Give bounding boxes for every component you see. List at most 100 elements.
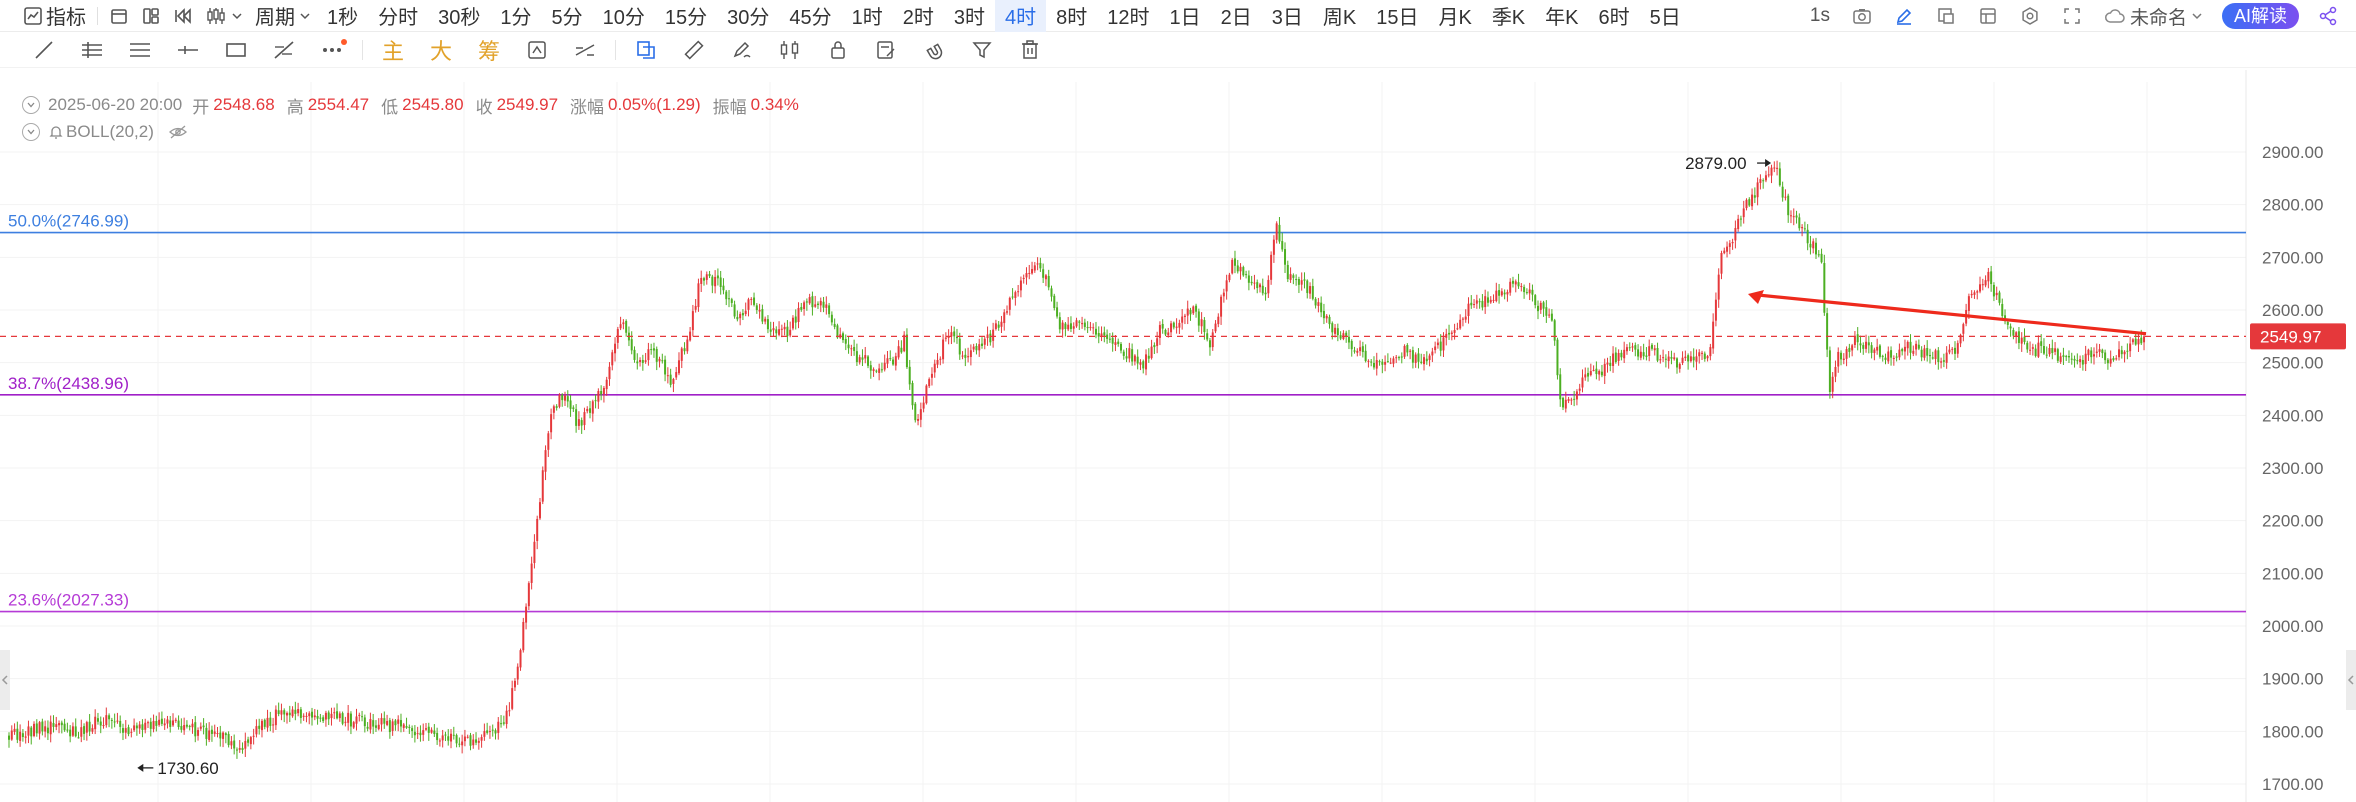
candle-body <box>1092 327 1095 329</box>
period-tab[interactable]: 4时 <box>995 0 1047 32</box>
candle-body <box>1662 357 1665 359</box>
more-tools-button[interactable] <box>308 32 356 68</box>
candle-style-tool[interactable] <box>766 32 814 68</box>
big-order-button[interactable]: 大 <box>429 38 452 64</box>
period-tab[interactable]: 6时 <box>1598 7 1630 29</box>
period-tab[interactable]: 月K <box>1438 7 1472 29</box>
eye-hidden-icon[interactable] <box>168 124 188 140</box>
period-tab[interactable]: 1时 <box>851 7 883 29</box>
magnet-tool[interactable] <box>910 32 958 68</box>
period-tab[interactable]: 1秒 <box>327 7 359 29</box>
candle-body <box>853 346 856 351</box>
candle-body <box>102 725 105 727</box>
note-tool[interactable] <box>862 32 910 68</box>
period-tab[interactable]: 15日 <box>1376 7 1419 29</box>
period-tab[interactable]: 分时 <box>378 7 419 29</box>
copy-drawing-tool[interactable] <box>622 32 670 68</box>
template-button[interactable] <box>1967 0 2009 32</box>
layout-button[interactable] <box>135 0 167 32</box>
period-tab[interactable]: 1分 <box>500 7 532 29</box>
calendar-button[interactable] <box>103 0 135 32</box>
chip-distribution-button[interactable]: 筹 <box>477 38 500 64</box>
period-tab[interactable]: 季K <box>1491 7 1526 29</box>
period-tab[interactable]: 3时 <box>953 7 985 29</box>
period-tab[interactable]: 1日 <box>1169 7 1201 29</box>
candle-body <box>1531 289 1534 295</box>
candle-body <box>1848 347 1851 352</box>
candle-body <box>1637 349 1640 357</box>
candle-body <box>91 728 94 732</box>
period-tab[interactable]: 3日 <box>1271 7 1303 29</box>
filter-tool[interactable] <box>958 32 1006 68</box>
external-window-button[interactable] <box>1925 0 1967 32</box>
period-tab[interactable]: 2日 <box>1220 7 1252 29</box>
ai-interpret-button[interactable]: AI解读 <box>2221 3 2299 29</box>
period-tab[interactable]: 5分 <box>551 7 583 29</box>
horizontal-ray-tool[interactable] <box>164 32 212 68</box>
fullscreen-button[interactable] <box>2051 0 2093 32</box>
candle-body <box>1347 336 1350 343</box>
period-tab[interactable]: 5日 <box>1649 7 1681 29</box>
price-chart[interactable]: 50.0%(2746.99) 38.7%(2438.96) 23.6%(2027.3… <box>0 70 2356 802</box>
period-tab[interactable]: 15分 <box>664 7 708 29</box>
parallel-channel-tool[interactable] <box>116 32 164 68</box>
trend-line-tool[interactable] <box>20 32 68 68</box>
candle-body <box>972 346 975 350</box>
cloud-layout-dropdown[interactable]: 未命名 <box>2093 0 2214 32</box>
period-tab[interactable]: 12时 <box>1107 7 1150 29</box>
delete-drawings-tool[interactable] <box>1006 32 1054 68</box>
candle-body <box>44 726 47 732</box>
candle-body <box>850 348 853 350</box>
ruler-tool[interactable] <box>670 32 718 68</box>
candle-body <box>2115 358 2118 360</box>
settings-button[interactable] <box>2009 0 2051 32</box>
candle-body <box>1587 372 1590 377</box>
period-tab[interactable]: 周K <box>1322 7 1357 29</box>
candle-body <box>1926 347 1929 356</box>
candle-body <box>60 722 63 726</box>
candle-body <box>266 717 269 728</box>
change-value: 0.05%(1.29) <box>608 95 701 114</box>
left-scroll-handle[interactable] <box>0 650 10 710</box>
collapse-toggle[interactable] <box>22 123 40 141</box>
period-tab[interactable]: 45分 <box>789 7 832 29</box>
brush-tool[interactable] <box>718 32 766 68</box>
candle-body <box>569 400 572 409</box>
right-scroll-handle[interactable] <box>2346 650 2356 710</box>
rectangle-tool[interactable] <box>212 32 260 68</box>
period-tab[interactable]: 8时 <box>1056 7 1088 29</box>
refresh-interval[interactable]: 1s <box>1809 5 1830 26</box>
period-tab[interactable]: 年K <box>1545 7 1579 29</box>
lock-tool[interactable] <box>814 32 862 68</box>
period-tab[interactable]: 10分 <box>602 7 645 29</box>
replay-button[interactable] <box>167 0 199 32</box>
bell-icon[interactable] <box>48 124 64 140</box>
candle-body <box>469 735 472 746</box>
period-tab[interactable]: 30秒 <box>438 7 481 29</box>
candle-body <box>2037 342 2040 357</box>
main-force-button[interactable]: 主 <box>381 38 404 64</box>
scale-tool[interactable] <box>561 32 609 68</box>
fib-tool[interactable] <box>260 32 308 68</box>
collapse-toggle[interactable] <box>22 96 40 114</box>
indicator-button[interactable]: 指标 <box>0 0 92 32</box>
period-dropdown[interactable]: 周期 <box>249 0 317 32</box>
candle-body <box>1564 399 1567 409</box>
chart-type-button[interactable] <box>199 0 249 32</box>
candle-body <box>1214 323 1217 332</box>
candle-body <box>1625 347 1628 352</box>
projection-arrow-head[interactable] <box>1748 289 1764 304</box>
candle-body <box>1739 218 1742 220</box>
compare-tool[interactable] <box>513 32 561 68</box>
candle-body <box>444 734 447 736</box>
horizontal-lines-tool[interactable] <box>68 32 116 68</box>
candle-body <box>1942 360 1945 362</box>
projection-arrow[interactable] <box>1757 293 2147 336</box>
period-tab[interactable]: 2时 <box>902 7 934 29</box>
period-tab[interactable]: 30分 <box>727 7 770 29</box>
share-button[interactable] <box>2307 0 2356 32</box>
screenshot-button[interactable] <box>1841 0 1883 32</box>
candle-body <box>1072 326 1075 329</box>
draw-toggle-button[interactable] <box>1883 0 1925 32</box>
candle-body <box>1133 355 1136 362</box>
